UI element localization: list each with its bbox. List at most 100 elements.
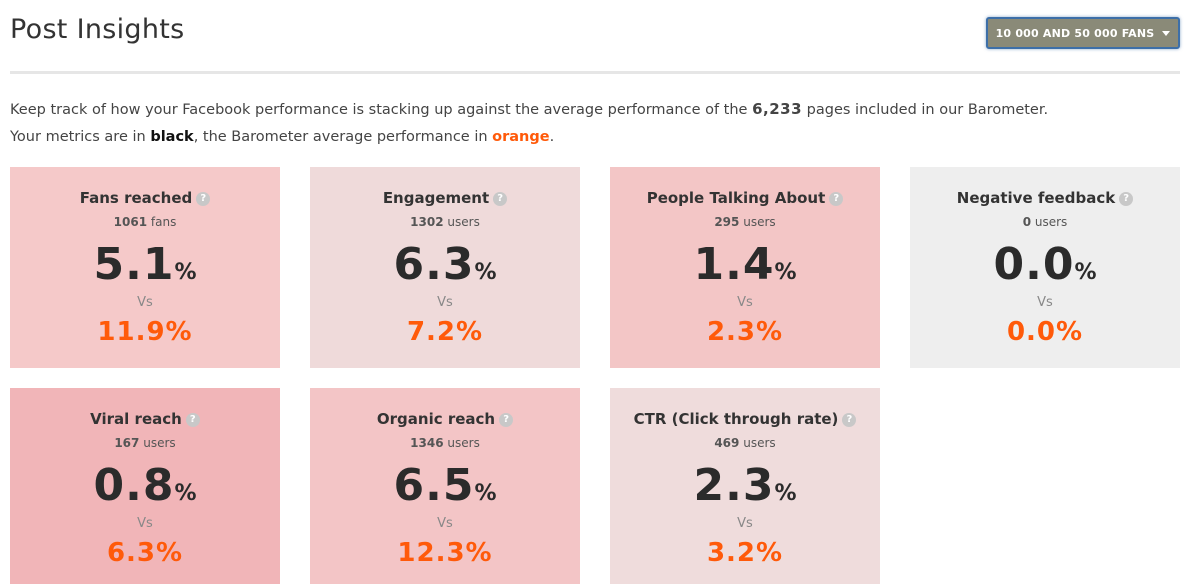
- metric-value: 1.4%: [610, 239, 880, 290]
- vs-label: Vs: [737, 516, 753, 531]
- metric-name-text: CTR (Click through rate): [633, 410, 839, 428]
- legend-black-word: black: [150, 129, 194, 145]
- help-icon[interactable]: ?: [493, 191, 508, 206]
- page-header: Post Insights 10 000 AND 50 000 FANS: [10, 0, 1180, 74]
- metric-value-percent: %: [174, 260, 197, 285]
- metric-value-percent: %: [1074, 260, 1097, 285]
- metric-count: 167 users: [10, 436, 280, 450]
- legend-orange-word: orange: [492, 129, 550, 145]
- metric-value-number: 1.4: [693, 239, 775, 290]
- metric-count-unit: fans: [150, 215, 177, 229]
- metric-count: 469 users: [610, 436, 880, 450]
- metric-value-percent: %: [474, 481, 497, 506]
- metric-value: 0.8%: [10, 460, 280, 511]
- intro-line-1: Keep track of how your Facebook performa…: [10, 96, 1180, 124]
- benchmark-value: 3.2%: [706, 538, 784, 568]
- metric-count-unit: users: [447, 215, 480, 229]
- vs-label: Vs: [137, 516, 153, 531]
- metric-value-number: 6.3: [393, 239, 475, 290]
- metric-value: 6.5%: [310, 460, 580, 511]
- benchmark-value: 2.3%: [706, 317, 784, 347]
- intro-line2-prefix: Your metrics are in: [10, 129, 146, 145]
- metric-card-ctr: CTR (Click through rate)? 469 users 2.3%…: [610, 388, 880, 584]
- metric-value-percent: %: [474, 260, 497, 285]
- metric-name-text: People Talking About: [646, 189, 826, 207]
- page-title: Post Insights: [10, 14, 185, 45]
- help-icon[interactable]: ?: [196, 191, 211, 206]
- metric-count: 1061 fans: [10, 215, 280, 229]
- metric-count-unit: users: [447, 436, 480, 450]
- metric-count: 1302 users: [310, 215, 580, 229]
- intro-line-2: Your metrics are in black, the Barometer…: [10, 124, 1180, 151]
- help-icon[interactable]: ?: [499, 412, 514, 427]
- fan-segment-dropdown[interactable]: 10 000 AND 50 000 FANS: [986, 17, 1180, 49]
- help-icon[interactable]: ?: [829, 191, 844, 206]
- caret-down-icon: [1162, 30, 1171, 36]
- intro-line2-middle: , the Barometer average performance in: [193, 129, 488, 145]
- benchmark-value: 6.3%: [106, 538, 184, 568]
- benchmark-value: 0.0%: [1006, 317, 1084, 347]
- metric-value-percent: %: [174, 481, 197, 506]
- metric-card-viral-reach: Viral reach? 167 users 0.8% Vs 6.3%: [10, 388, 280, 584]
- metric-count-unit: users: [743, 436, 776, 450]
- metric-name: Negative feedback?: [910, 189, 1180, 207]
- metric-value: 0.0%: [910, 239, 1180, 290]
- metric-value: 5.1%: [10, 239, 280, 290]
- metric-value-number: 5.1: [93, 239, 175, 290]
- metric-name-text: Organic reach: [376, 410, 496, 428]
- metric-count: 1346 users: [310, 436, 580, 450]
- vs-label: Vs: [437, 516, 453, 531]
- metric-name: CTR (Click through rate)?: [610, 410, 880, 428]
- intro-line1-prefix: Keep track of how your Facebook performa…: [10, 102, 748, 118]
- vs-label: Vs: [137, 295, 153, 310]
- metric-name: Fans reached?: [10, 189, 280, 207]
- metric-count-unit: users: [143, 436, 176, 450]
- metric-card-negative-feedback: Negative feedback? 0 users 0.0% Vs 0.0%: [910, 167, 1180, 368]
- metric-count: 0 users: [910, 215, 1180, 229]
- metric-name-text: Fans reached: [79, 189, 193, 207]
- metric-card-fans-reached: Fans reached? 1061 fans 5.1% Vs 11.9%: [10, 167, 280, 368]
- metric-card-engagement: Engagement? 1302 users 6.3% Vs 7.2%: [310, 167, 580, 368]
- metric-card-organic-reach: Organic reach? 1346 users 6.5% Vs 12.3%: [310, 388, 580, 584]
- fan-segment-label: 10 000 AND 50 000 FANS: [995, 26, 1155, 40]
- metric-value: 6.3%: [310, 239, 580, 290]
- metric-value-number: 0.8: [93, 460, 175, 511]
- metric-name: Organic reach?: [310, 410, 580, 428]
- benchmark-value: 12.3%: [397, 538, 493, 568]
- metric-count-unit: users: [743, 215, 776, 229]
- metric-name: Engagement?: [310, 189, 580, 207]
- metric-name: People Talking About?: [610, 189, 880, 207]
- help-icon[interactable]: ?: [1119, 191, 1134, 206]
- metric-value-percent: %: [774, 260, 797, 285]
- metric-value-number: 6.5: [393, 460, 475, 511]
- intro-text: Keep track of how your Facebook performa…: [10, 96, 1180, 151]
- metric-value-number: 0.0: [993, 239, 1075, 290]
- metric-count-value: 295: [714, 215, 740, 229]
- metric-name-text: Engagement: [382, 189, 490, 207]
- metric-count-value: 1302: [410, 215, 444, 229]
- metric-count-value: 167: [114, 436, 140, 450]
- metric-value-number: 2.3: [693, 460, 775, 511]
- metric-name-text: Negative feedback: [956, 189, 1116, 207]
- intro-line1-suffix: pages included in our Barometer.: [806, 102, 1049, 118]
- metric-count-value: 0: [1022, 215, 1032, 229]
- benchmark-value: 7.2%: [406, 317, 484, 347]
- metric-value-percent: %: [774, 481, 797, 506]
- page-count: 6,233: [752, 100, 803, 118]
- metric-name-text: Viral reach: [90, 410, 182, 428]
- vs-label: Vs: [1037, 295, 1053, 310]
- help-icon[interactable]: ?: [185, 412, 200, 427]
- metric-count-unit: users: [1034, 215, 1068, 229]
- help-icon[interactable]: ?: [842, 412, 857, 427]
- metric-name: Viral reach?: [10, 410, 280, 428]
- metric-count-value: 469: [714, 436, 740, 450]
- benchmark-value: 11.9%: [97, 317, 193, 347]
- metric-card-people-talking-about: People Talking About? 295 users 1.4% Vs …: [610, 167, 880, 368]
- metric-count-value: 1346: [410, 436, 444, 450]
- metric-count-value: 1061: [113, 215, 148, 229]
- vs-label: Vs: [737, 295, 753, 310]
- vs-label: Vs: [437, 295, 453, 310]
- metric-count: 295 users: [610, 215, 880, 229]
- metric-value: 2.3%: [610, 460, 880, 511]
